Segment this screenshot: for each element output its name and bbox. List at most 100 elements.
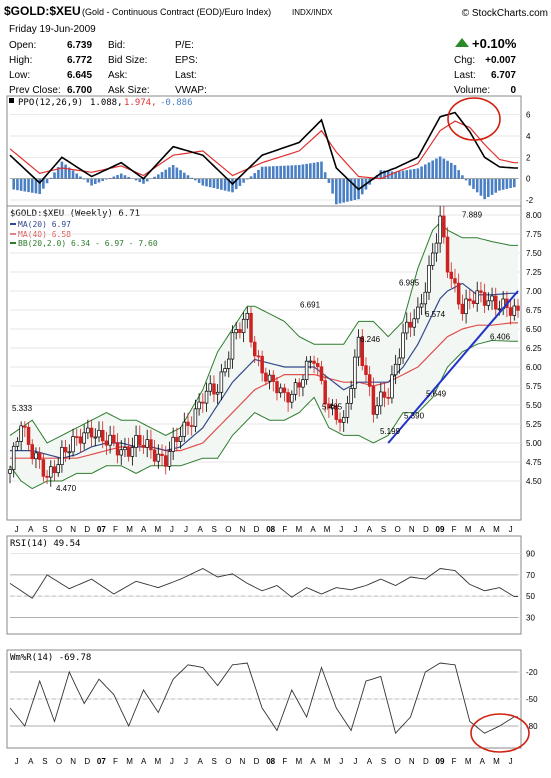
price-candle-body [78, 436, 83, 444]
price-candle-body [468, 298, 472, 302]
ask-label: Ask: [108, 70, 127, 81]
price-candle-body [497, 308, 502, 311]
ppo-histogram-bar [157, 174, 160, 179]
x-tick-label: J [170, 757, 174, 766]
price-candle-body [11, 445, 16, 470]
price-candle-body [375, 405, 379, 415]
ppo-tick-label: -2 [526, 196, 534, 205]
last-label-2: Last: [454, 70, 476, 81]
ppo-histogram-bar [182, 172, 186, 179]
price-candle-body [204, 390, 209, 404]
price-candle-body [260, 355, 264, 374]
ppo-histogram-bar [234, 178, 238, 190]
x-tick-label: J [15, 757, 19, 766]
price-candle-body [97, 429, 101, 438]
ppo-histogram-bar [60, 161, 64, 179]
price-candle-body [104, 440, 109, 446]
x-tick-label: N [70, 757, 76, 766]
ppo-histogram-bar [283, 165, 286, 179]
ppo-legend-swatch [9, 98, 14, 103]
x-tick-label: A [367, 757, 373, 766]
x-tick-label: A [310, 757, 316, 766]
ppo-histogram-bar [457, 170, 460, 179]
price-candle-body [182, 421, 187, 437]
ppo-histogram-bar [138, 178, 142, 183]
price-candle-body [93, 436, 98, 439]
x-tick-label: J [353, 525, 357, 534]
chg-value: +0.007 [485, 55, 516, 66]
rsi-tick-label: 70 [526, 571, 535, 580]
price-tick-label: 6.25 [526, 344, 542, 353]
ppo-histogram-bar [227, 178, 231, 192]
price-candle-body [479, 290, 483, 293]
x-tick-label: O [225, 757, 231, 766]
price-candle-body [419, 303, 424, 308]
price-candle-body [471, 300, 476, 304]
vwap-label: VWAP: [175, 85, 207, 96]
x-tick-label: D [423, 757, 429, 766]
x-tick-label: M [465, 757, 472, 766]
ppo-histogram-bar [68, 167, 71, 179]
price-candle-body [223, 368, 227, 373]
x-tick-label: J [509, 525, 513, 534]
price-candle-body [401, 332, 405, 359]
price-candle-body [286, 392, 290, 403]
price-candle-body [360, 336, 365, 367]
price-candle-body [197, 401, 201, 410]
wmr-line [9, 662, 518, 735]
ppo-histogram-bar [53, 172, 56, 179]
price-candle-body [82, 432, 86, 444]
price-candle-body [245, 313, 250, 320]
price-candle-body [449, 271, 454, 279]
price-tick-label: 5.75 [526, 382, 542, 391]
exchange-label: INDX/INDX [292, 8, 333, 17]
price-annotation-label: 6.691 [300, 301, 321, 310]
ppo-tick-label: 2 [526, 153, 531, 162]
ppo-histogram-bar [490, 178, 494, 195]
ma40-line [10, 322, 518, 459]
ppo-signal-line [9, 120, 518, 180]
ppo-histogram-bar [16, 178, 19, 191]
price-tick-label: 4.75 [526, 458, 542, 467]
price-candle-body [234, 329, 238, 334]
ppo-histogram-bar [512, 178, 516, 188]
ppo-histogram-bar [342, 178, 346, 203]
low-label: Low: [9, 70, 30, 81]
price-candle-body [71, 436, 75, 453]
price-candle-body [460, 303, 465, 315]
price-annotation-label: 6.406 [490, 333, 511, 342]
wmr-tick-label: -20 [526, 668, 538, 677]
price-candle-body [86, 427, 90, 434]
price-candle-body [494, 295, 498, 310]
price-tick-label: 6.50 [526, 325, 542, 334]
ppo-histogram-bar [431, 160, 435, 179]
x-tick-label: N [240, 525, 246, 534]
ppo-histogram-bar [90, 178, 93, 186]
x-tick-label: S [381, 757, 386, 766]
ppo-histogram-bar [394, 171, 397, 179]
open-value: 6.739 [67, 40, 92, 51]
price-annotation-label: 5.485 [322, 403, 343, 412]
ppo-histogram-bar [323, 172, 327, 179]
ppo-histogram-bar [461, 175, 464, 179]
ppo-histogram-bar [386, 170, 390, 179]
price-candle-body [267, 374, 272, 382]
open-label: Open: [9, 40, 36, 51]
price-candle-body [416, 306, 420, 320]
price-candle-body [319, 366, 324, 381]
ppo-histogram-bar [449, 162, 453, 179]
price-candle-body [512, 305, 517, 316]
x-tick-label: M [154, 525, 161, 534]
price-tick-label: 5.50 [526, 401, 542, 410]
price-candle-body [301, 379, 305, 388]
price-tick-label: 7.00 [526, 287, 542, 296]
ppo-histogram-bar [101, 178, 105, 182]
price-candle-body [26, 426, 31, 445]
ppo-histogram-bar [246, 178, 249, 180]
price-title: $GOLD:$XEU (Weekly) 6.71 [10, 209, 140, 219]
ppo-histogram-bar [23, 178, 27, 192]
price-candle-body [163, 455, 168, 467]
ppo-histogram-bar [164, 169, 168, 179]
price-candle-body [34, 452, 38, 460]
price-annotation-label: 4.470 [56, 484, 77, 493]
